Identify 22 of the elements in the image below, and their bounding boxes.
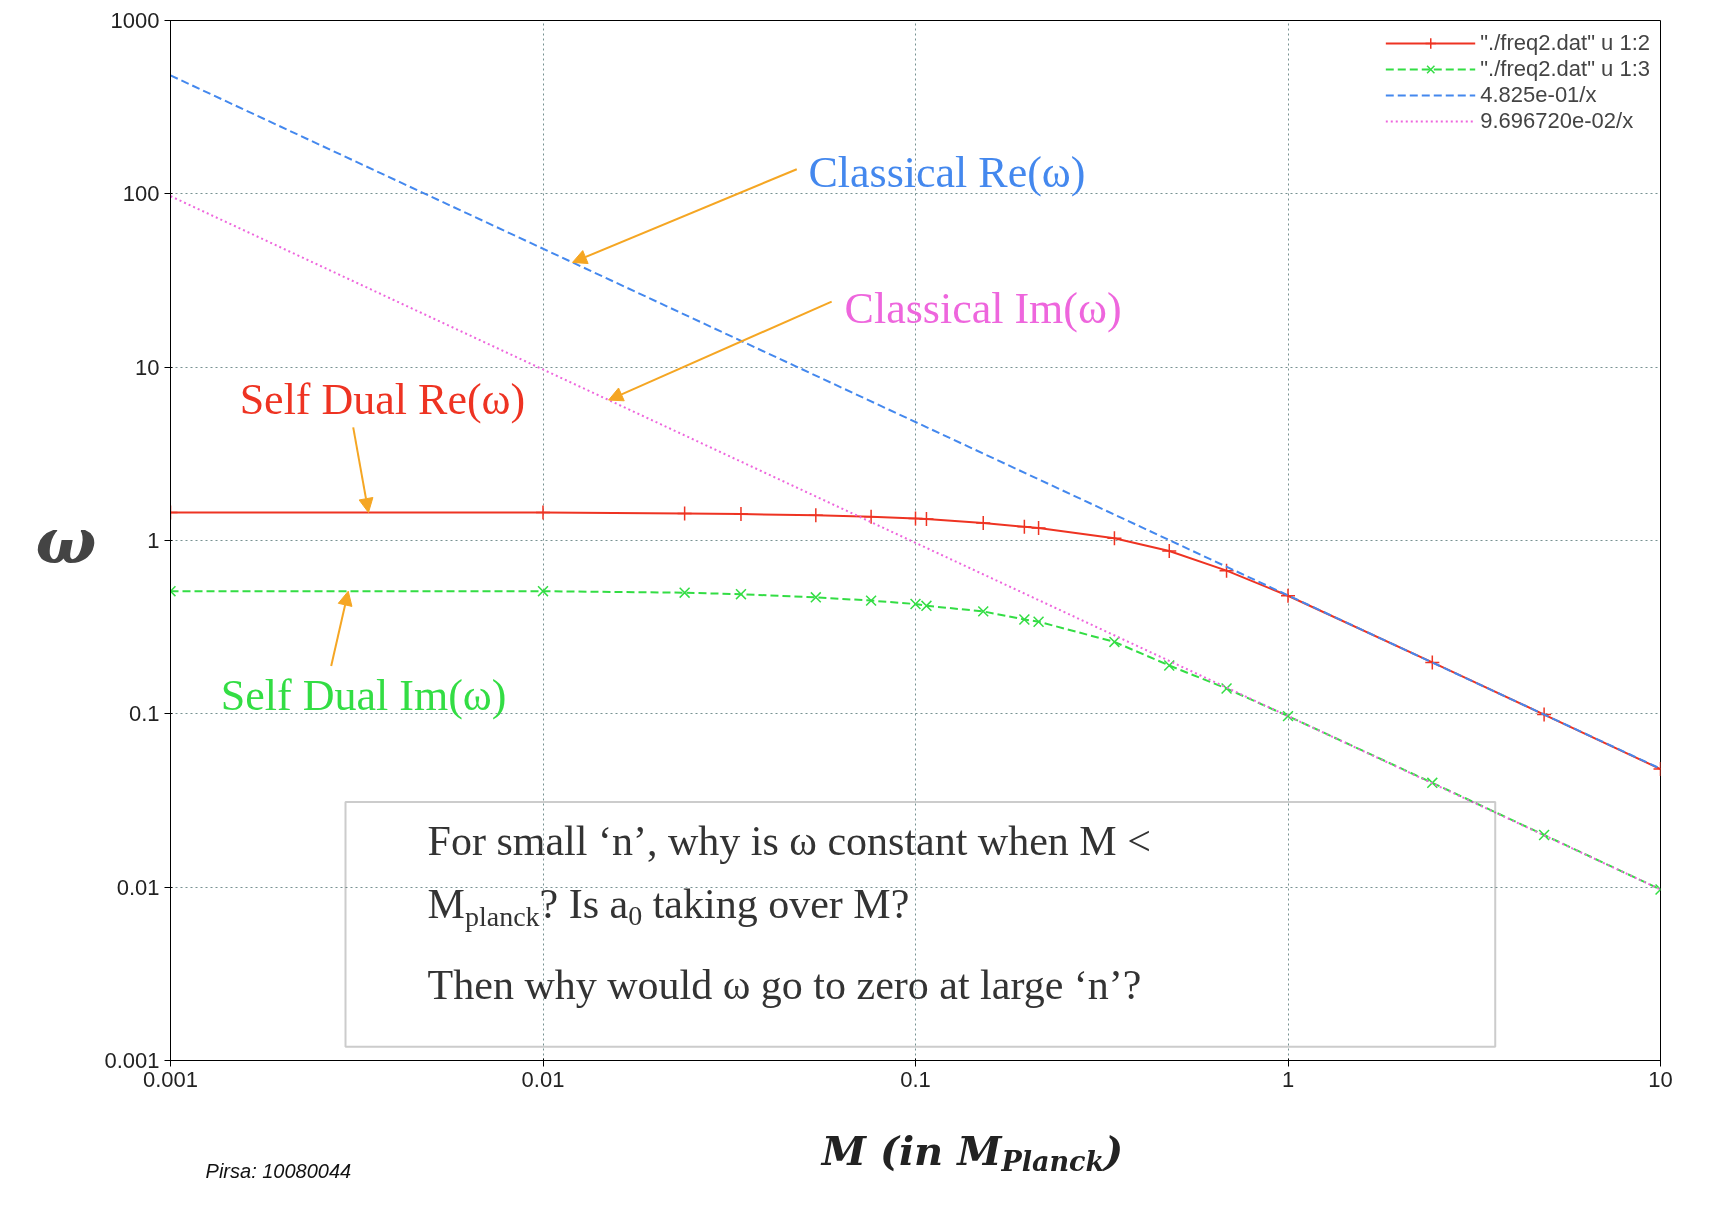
x-tick-label: 0.01 (521, 1066, 565, 1092)
y-tick-label: 0.1 (128, 701, 160, 727)
x-tick-label: 1 (1281, 1066, 1295, 1092)
annotation: Self Dual Re(ω) (239, 374, 526, 424)
legend-label: "./freq2.dat" u 1:3 (1480, 56, 1650, 82)
y-tick-label: 1000 (110, 8, 160, 33)
x-tick-label: 10 (1648, 1066, 1673, 1092)
y-tick-label: 1 (147, 528, 160, 553)
annotation: Classical Re(ω) (808, 148, 1086, 198)
y-tick-label: 0.001 (104, 1048, 160, 1073)
annotation: Classical Im(ω) (844, 284, 1122, 334)
y-tick-label: 10 (135, 354, 160, 380)
text: Pirsa: 10080044 (205, 1159, 352, 1182)
legend-label: "./freq2.dat" u 1:2 (1480, 30, 1650, 56)
x-tick-label: 0.1 (900, 1066, 931, 1092)
y-axis-title: ω (35, 503, 97, 578)
y-tick-label: 100 (122, 181, 160, 207)
legend-label: 4.825e-01/x (1480, 82, 1597, 108)
annotation: Then why would ω go to zero at large ‘n’? (427, 961, 1142, 1008)
annotation: Self Dual Im(ω) (220, 671, 507, 721)
legend-label: 9.696720e-02/x (1480, 108, 1634, 134)
y-tick-label: 0.01 (116, 874, 160, 900)
